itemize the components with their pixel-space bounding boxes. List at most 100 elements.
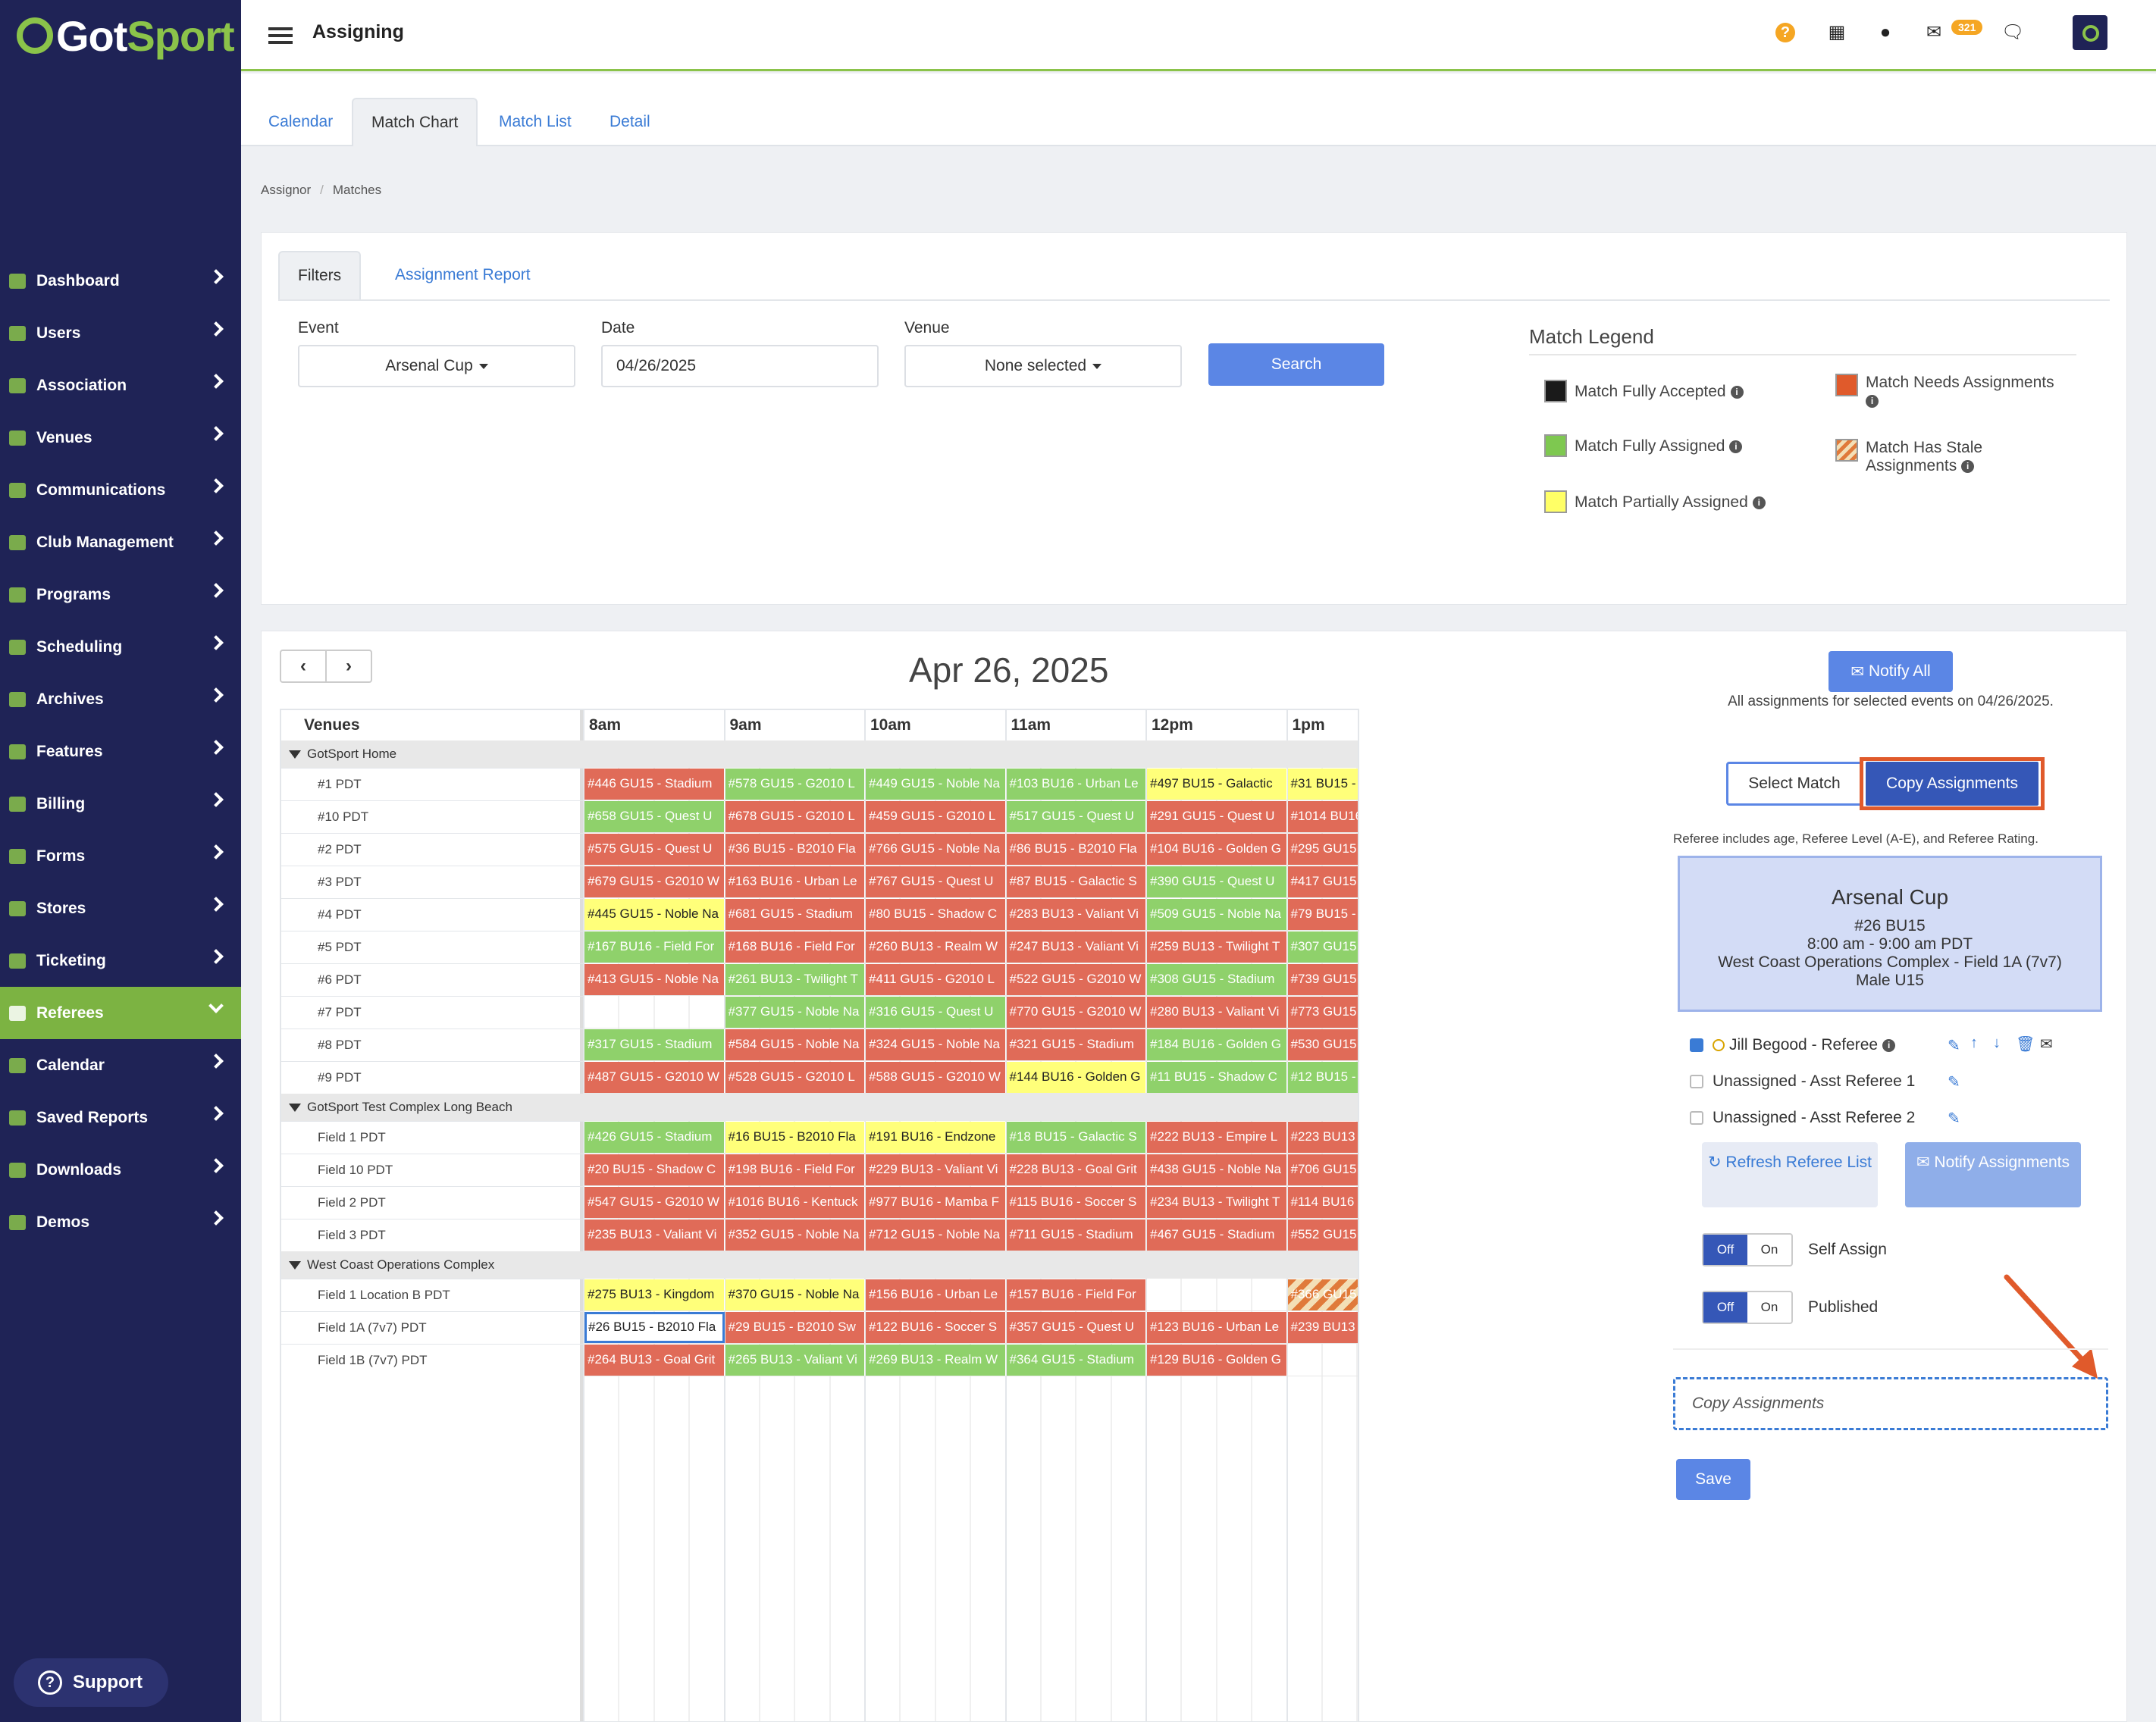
edit-pencil-icon[interactable]: ✎ [1948, 1110, 1960, 1127]
assignment-checkbox[interactable] [1690, 1075, 1703, 1088]
sidebar-item-referees[interactable]: Referees [0, 987, 241, 1039]
match-block[interactable]: #156 BU16 - Urban Le [866, 1279, 1006, 1310]
select-match-button[interactable]: Select Match [1726, 762, 1863, 806]
info-icon[interactable]: i [1752, 496, 1766, 509]
match-block[interactable]: #445 GU15 - Noble Na [584, 899, 725, 930]
sidebar-item-archives[interactable]: Archives [0, 673, 241, 725]
match-block[interactable]: #366 GU15 - Quest U [1287, 1279, 1358, 1310]
match-block[interactable]: #711 GU15 - Stadium [1006, 1219, 1146, 1251]
search-button[interactable]: Search [1208, 343, 1384, 386]
match-block[interactable]: #16 BU15 - B2010 Fla [725, 1122, 865, 1153]
match-block[interactable]: #259 BU13 - Twilight T [1147, 931, 1287, 963]
match-block[interactable]: #228 BU13 - Goal Grit [1006, 1154, 1146, 1185]
sidebar-item-stores[interactable]: Stores [0, 882, 241, 935]
match-block[interactable]: #324 GU15 - Noble Na [866, 1029, 1006, 1060]
qr-code-icon[interactable]: ▦ [1828, 22, 1846, 42]
tab-detail[interactable]: Detail [610, 113, 650, 130]
collapse-triangle-icon[interactable] [289, 1260, 301, 1270]
match-block[interactable]: #167 BU16 - Field For [584, 931, 725, 963]
match-block[interactable]: #552 GU15 - Stadium [1287, 1219, 1358, 1251]
tab-calendar[interactable]: Calendar [268, 113, 334, 130]
tab-assignment-report[interactable]: Assignment Report [395, 266, 531, 283]
next-day-button[interactable]: › [346, 656, 352, 676]
match-block[interactable]: #280 BU13 - Valiant Vi [1147, 997, 1287, 1028]
breadcrumb-assignor[interactable]: Assignor [261, 183, 312, 197]
match-block[interactable]: #80 BU15 - Shadow C [866, 899, 1006, 930]
sidebar-item-features[interactable]: Features [0, 725, 241, 778]
match-block[interactable]: #123 BU16 - Urban Le [1147, 1312, 1287, 1343]
match-block[interactable]: #86 BU15 - B2010 Fla [1006, 834, 1146, 865]
notify-assignments-button[interactable]: ✉ Notify Assignments [1905, 1142, 2081, 1207]
match-block[interactable]: #79 BU15 - B2010 Sw [1287, 899, 1358, 930]
match-block[interactable]: #509 GU15 - Noble Na [1147, 899, 1287, 930]
match-block[interactable]: #497 BU15 - Galactic [1147, 769, 1287, 800]
sidebar-item-calendar[interactable]: Calendar [0, 1039, 241, 1091]
match-block[interactable]: #767 GU15 - Quest U [866, 866, 1006, 897]
match-block[interactable]: #234 BU13 - Twilight T [1147, 1187, 1287, 1218]
info-icon[interactable]: i [1729, 440, 1743, 453]
toggle-off[interactable]: Off [1703, 1235, 1747, 1265]
match-block[interactable]: #129 BU16 - Golden G [1147, 1345, 1287, 1376]
match-block[interactable]: #773 GU15 - Noble Na [1287, 997, 1358, 1028]
match-block[interactable]: #36 BU15 - B2010 Fla [725, 834, 865, 865]
match-block[interactable]: #467 GU15 - Stadium [1147, 1219, 1287, 1251]
match-block[interactable]: #122 BU16 - Soccer S [866, 1312, 1006, 1343]
match-block[interactable]: #87 BU15 - Galactic S [1006, 866, 1146, 897]
sidebar-item-downloads[interactable]: Downloads [0, 1144, 241, 1196]
match-block[interactable]: #308 GU15 - Stadium [1147, 964, 1287, 995]
match-block[interactable]: #766 GU15 - Noble Na [866, 834, 1006, 865]
match-block[interactable]: #370 GU15 - Noble Na [725, 1279, 865, 1310]
match-block[interactable]: #168 BU16 - Field For [725, 931, 865, 963]
sidebar-item-billing[interactable]: Billing [0, 778, 241, 830]
sidebar-item-forms[interactable]: Forms [0, 830, 241, 882]
match-block[interactable]: #222 BU13 - Empire L [1147, 1122, 1287, 1153]
match-block[interactable]: #316 GU15 - Quest U [866, 997, 1006, 1028]
match-block[interactable]: #739 GU15 - Quest U [1287, 964, 1358, 995]
match-block[interactable]: #321 GU15 - Stadium [1006, 1029, 1146, 1060]
match-block[interactable]: #114 BU16 - Golden G [1287, 1187, 1358, 1218]
envelope-icon[interactable]: ✉ [2040, 1036, 2053, 1053]
date-input[interactable]: 04/26/2025 [601, 345, 879, 387]
venue-group-row[interactable]: GotSport Home [281, 740, 1358, 768]
user-icon[interactable]: ● [1879, 22, 1891, 42]
collapse-triangle-icon[interactable] [289, 750, 301, 759]
save-button[interactable]: Save [1676, 1459, 1750, 1500]
sidebar-item-demos[interactable]: Demos [0, 1196, 241, 1248]
venue-select[interactable]: None selected [904, 345, 1182, 387]
match-block[interactable]: #438 GU15 - Noble Na [1147, 1154, 1287, 1185]
match-block[interactable]: #11 BU15 - Shadow C [1147, 1062, 1287, 1093]
match-block[interactable]: #588 GU15 - G2010 W [866, 1062, 1006, 1093]
match-block[interactable]: #459 GU15 - G2010 L [866, 801, 1006, 832]
match-block[interactable]: #239 BU13 - Kingdom [1287, 1312, 1358, 1343]
match-block[interactable]: #712 GU15 - Noble Na [866, 1219, 1006, 1251]
match-block[interactable]: #547 GU15 - G2010 W [584, 1187, 725, 1218]
collapse-triangle-icon[interactable] [289, 1103, 301, 1112]
match-block[interactable]: #678 GU15 - G2010 L [725, 801, 865, 832]
sidebar-item-venues[interactable]: Venues [0, 412, 241, 464]
match-block[interactable]: #575 GU15 - Quest U [584, 834, 725, 865]
copy-assignments-button[interactable]: Copy Assignments [1866, 762, 2038, 806]
chat-icon[interactable]: 🗨 [2001, 22, 2025, 42]
match-block[interactable]: #377 GU15 - Noble Na [725, 997, 865, 1028]
match-block[interactable]: #20 BU15 - Shadow C [584, 1154, 725, 1185]
sidebar-item-dashboard[interactable]: Dashboard [0, 255, 241, 307]
match-block[interactable]: #260 BU13 - Realm W [866, 931, 1006, 963]
tab-match-chart[interactable]: Match Chart [352, 98, 478, 146]
copy-assignments-dropzone[interactable]: Copy Assignments [1673, 1377, 2108, 1430]
toggle-on[interactable]: On [1760, 1242, 1778, 1257]
match-block[interactable]: #18 BU15 - Galactic S [1006, 1122, 1146, 1153]
match-block[interactable]: #163 BU16 - Urban Le [725, 866, 865, 897]
toggle-on[interactable]: On [1760, 1300, 1778, 1314]
match-block[interactable]: #26 BU15 - B2010 Fla [584, 1312, 725, 1343]
assignment-checkbox[interactable] [1690, 1038, 1703, 1052]
match-block[interactable]: #198 BU16 - Field For [725, 1154, 865, 1185]
sidebar-item-programs[interactable]: Programs [0, 568, 241, 621]
sidebar-item-association[interactable]: Association [0, 359, 241, 412]
edit-pencil-icon[interactable]: ✎ [1948, 1038, 1960, 1054]
match-block[interactable]: #1016 BU16 - Kentuck [725, 1187, 865, 1218]
match-block[interactable]: #115 BU16 - Soccer S [1006, 1187, 1146, 1218]
match-block[interactable]: #528 GU15 - G2010 L [725, 1062, 865, 1093]
tab-filters[interactable]: Filters [278, 251, 362, 299]
published-toggle[interactable]: Off On [1702, 1291, 1793, 1324]
tab-match-list[interactable]: Match List [499, 113, 572, 130]
